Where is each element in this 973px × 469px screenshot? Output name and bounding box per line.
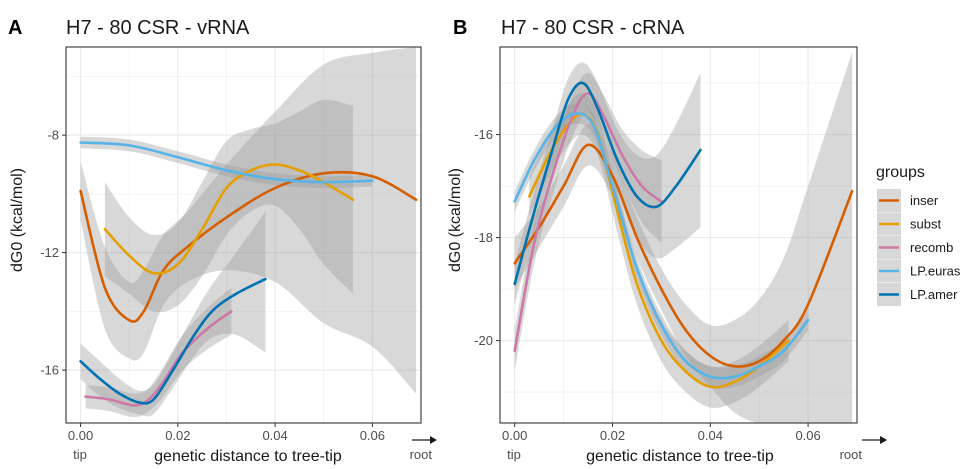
x-tick-label: 0.04 <box>262 428 287 443</box>
panel-a-y-axis-title: dG0 (kcal/mol) <box>9 168 26 272</box>
series-line-recomb <box>513 92 663 353</box>
confidence-band-inser <box>514 52 853 423</box>
panel-b-x-axis-title: genetic distance to tree-tip <box>586 448 774 465</box>
confidence-band-inser <box>80 47 417 394</box>
x-tick-label: 0.02 <box>165 428 190 443</box>
plot-background <box>500 47 857 423</box>
x-tick-label: 0.06 <box>360 428 385 443</box>
panel-a-letter: A <box>8 17 22 39</box>
y-tick-label: -8 <box>47 128 59 143</box>
panel-a-root-label: root <box>410 447 433 462</box>
legend-item-inser: inser <box>877 189 939 212</box>
confidence-band-subst <box>529 93 789 408</box>
legend-item-lp-amer: LP.amer <box>877 283 958 306</box>
legend-label: LP.euras <box>910 264 961 279</box>
y-tick-label: -12 <box>40 245 59 260</box>
legend-label: LP.amer <box>910 287 958 302</box>
panel-b-letter: B <box>453 17 467 39</box>
series-line-inser <box>513 143 854 368</box>
legend-item-lp-euras: LP.euras <box>877 259 961 283</box>
panel-b-title: H7 - 80 CSR - cRNA <box>501 17 685 39</box>
panel-a-title: H7 - 80 CSR - vRNA <box>66 17 250 39</box>
y-tick-label: -16 <box>474 127 493 142</box>
panel-b: B H7 - 80 CSR - cRNA dG0 (kcal/mol) gene… <box>447 17 887 465</box>
plot-border <box>65 46 422 424</box>
panel-a-tip-label: tip <box>73 447 87 462</box>
confidence-band-recomb <box>514 72 662 372</box>
x-tick-label: 0.00 <box>502 428 527 443</box>
legend-item-recomb: recomb <box>877 236 953 259</box>
panel-b-root-label: root <box>840 447 863 462</box>
legend-item-subst: subst <box>877 212 941 236</box>
panel-a-x-axis-title: genetic distance to tree-tip <box>154 448 342 465</box>
confidence-band-subst <box>104 99 353 313</box>
series-line-lp-amer <box>513 81 702 286</box>
y-tick-label: -20 <box>474 333 493 348</box>
legend-items: inser subst recomb LP.euras LP.amer <box>877 189 961 306</box>
panel-a: A H7 - 80 CSR - vRNA dG0 (kcal/mol) gene… <box>8 17 437 465</box>
y-tick-label: -18 <box>474 230 493 245</box>
confidence-band-lp-euras <box>514 103 809 389</box>
legend: groups inser subst recomb LP.euras LP.amer <box>876 164 961 306</box>
legend-label: recomb <box>910 240 953 255</box>
y-tick-label: -16 <box>40 363 59 378</box>
series-line-inser <box>79 170 418 323</box>
x-tick-label: 0.06 <box>795 428 820 443</box>
series-line-recomb <box>84 310 233 407</box>
panel-b-plot-area: 0.00 0.02 0.04 0.06 -16 -18 -20 <box>474 46 858 443</box>
plot-background <box>66 47 421 423</box>
panel-b-root-arrow-icon <box>862 436 887 444</box>
plot-border <box>499 46 858 424</box>
panel-a-plot-area: 0.00 0.02 0.04 0.06 -8 -12 -16 <box>40 46 422 443</box>
legend-title: groups <box>876 164 925 181</box>
series-line-subst <box>103 163 355 275</box>
panel-b-tip-label: tip <box>507 447 521 462</box>
legend-label: subst <box>910 217 941 232</box>
series-line-lp-euras <box>79 141 374 184</box>
series-line-lp-amer <box>79 277 267 405</box>
x-tick-label: 0.00 <box>68 428 93 443</box>
x-tick-label: 0.04 <box>698 428 723 443</box>
series-line-lp-euras <box>513 112 810 380</box>
legend-label: inser <box>910 193 939 208</box>
panel-a-root-arrow-icon <box>412 436 437 444</box>
x-tick-label: 0.02 <box>600 428 625 443</box>
panel-b-y-axis-title: dG0 (kcal/mol) <box>447 168 464 272</box>
